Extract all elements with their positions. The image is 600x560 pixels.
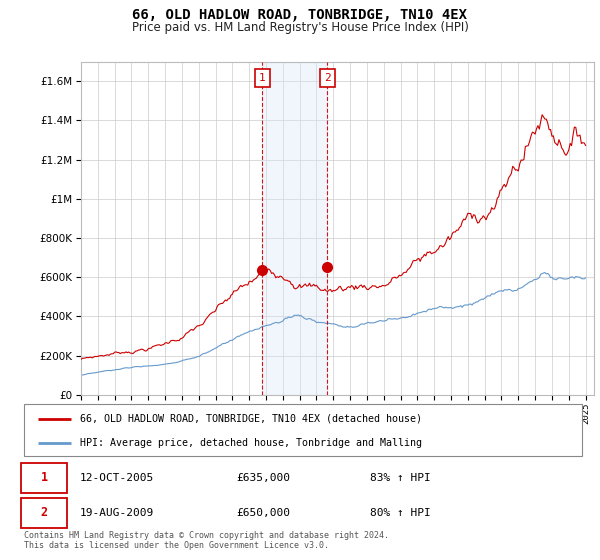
Text: 80% ↑ HPI: 80% ↑ HPI	[370, 508, 431, 518]
Text: 2: 2	[324, 73, 331, 83]
Text: 12-OCT-2005: 12-OCT-2005	[80, 473, 154, 483]
Text: HPI: Average price, detached house, Tonbridge and Malling: HPI: Average price, detached house, Tonb…	[80, 438, 422, 449]
Text: 83% ↑ HPI: 83% ↑ HPI	[370, 473, 431, 483]
Text: 1: 1	[259, 73, 266, 83]
Text: Price paid vs. HM Land Registry's House Price Index (HPI): Price paid vs. HM Land Registry's House …	[131, 21, 469, 34]
Text: 19-AUG-2009: 19-AUG-2009	[80, 508, 154, 518]
Text: £650,000: £650,000	[236, 508, 290, 518]
FancyBboxPatch shape	[21, 498, 67, 528]
Text: 66, OLD HADLOW ROAD, TONBRIDGE, TN10 4EX: 66, OLD HADLOW ROAD, TONBRIDGE, TN10 4EX	[133, 8, 467, 22]
FancyBboxPatch shape	[21, 463, 67, 493]
Text: 2: 2	[41, 506, 47, 520]
Text: Contains HM Land Registry data © Crown copyright and database right 2024.
This d: Contains HM Land Registry data © Crown c…	[24, 531, 389, 550]
Text: 1: 1	[41, 472, 47, 484]
Text: 66, OLD HADLOW ROAD, TONBRIDGE, TN10 4EX (detached house): 66, OLD HADLOW ROAD, TONBRIDGE, TN10 4EX…	[80, 414, 422, 424]
FancyBboxPatch shape	[24, 404, 582, 456]
Text: £635,000: £635,000	[236, 473, 290, 483]
Bar	[262, 62, 327, 395]
